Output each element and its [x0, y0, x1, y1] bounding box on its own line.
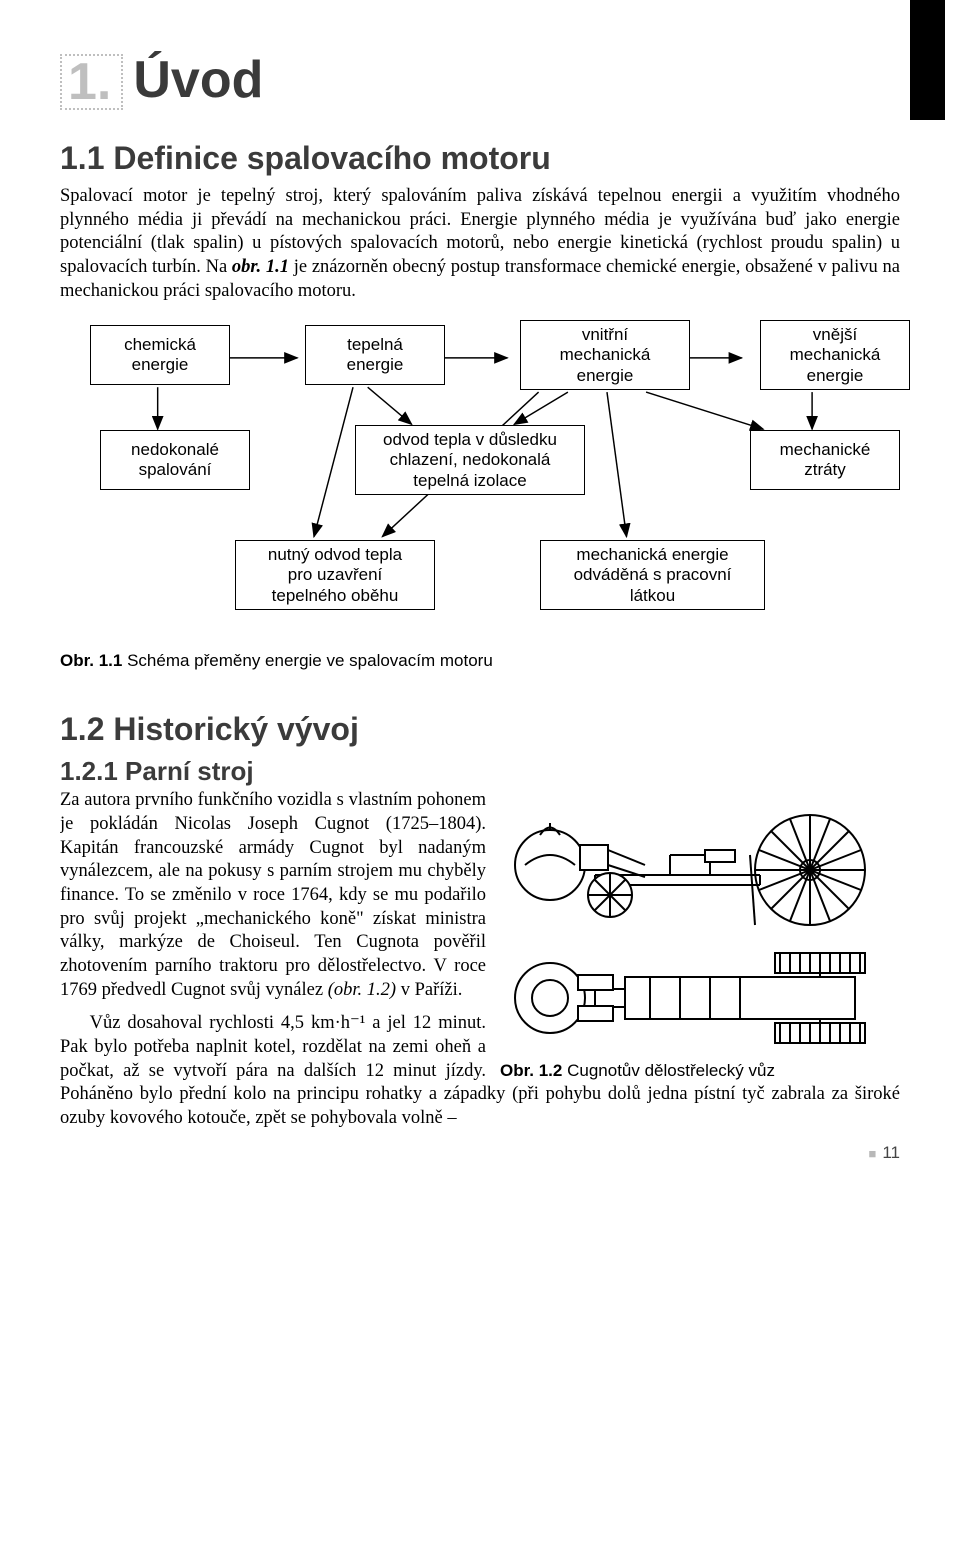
chapter-number: 1.: [60, 54, 123, 110]
energy-diagram: chemickáenergie tepelnáenergie vnitřníme…: [60, 315, 900, 645]
cugnot-vehicle-illustration: [500, 795, 900, 1055]
diagram-box-heat-removal: odvod tepla v důsledkuchlazení, nedokona…: [355, 425, 585, 495]
figure-1-2-caption: Obr. 1.2 Cugnotův dělostřelecký vůz: [500, 1061, 900, 1081]
p1-text-a: Za autora prvního funkčního vozidla s vl…: [60, 790, 486, 999]
diagram-caption: Obr. 1.1 Schéma přeměny energie ve spalo…: [60, 651, 900, 671]
section-1-2-heading: 1.2 Historický vývoj: [60, 711, 900, 748]
diagram-caption-text: Schéma přeměny energie ve spalovacím mot…: [122, 651, 492, 670]
section-1-2-1-heading: 1.2.1 Parní stroj: [60, 756, 900, 787]
diagram-box-work-medium: mechanická energieodváděná s pracovnílát…: [540, 540, 765, 610]
figure-1-2-caption-label: Obr. 1.2: [500, 1061, 562, 1080]
diagram-box-external-mechanical: vnějšímechanickáenergie: [760, 320, 910, 390]
diagram-box-thermal-energy: tepelnáenergie: [305, 325, 445, 385]
section-1-1-paragraph: Spalovací motor je tepelný stroj, který …: [60, 185, 900, 303]
figure-1-2-caption-text: Cugnotův dělostřelecký vůz: [562, 1061, 775, 1080]
diagram-box-chemical-energy: chemickáenergie: [90, 325, 230, 385]
diagram-box-incomplete-combustion: nedokonaléspalování: [100, 430, 250, 490]
figure-ref-1-2: (obr. 1.2): [328, 980, 396, 1000]
diagram-box-mechanical-losses: mechanickéztráty: [750, 430, 900, 490]
section-1-1-heading: 1.1 Definice spalovacího motoru: [60, 140, 900, 177]
section-1-2-1-body: Obr. 1.2 Cugnotův dělostřelecký vůz Za a…: [60, 789, 900, 1140]
p1-text-b: v Paříži.: [396, 980, 462, 1000]
figure-1-2: Obr. 1.2 Cugnotův dělostřelecký vůz: [500, 795, 900, 1081]
figure-ref-1-1: obr. 1.1: [232, 257, 289, 277]
diagram-caption-label: Obr. 1.1: [60, 651, 122, 670]
diagram-box-internal-mechanical: vnitřnímechanickáenergie: [520, 320, 690, 390]
chapter-title: Úvod: [133, 50, 263, 110]
page-number: 11: [868, 1143, 900, 1163]
chapter-header: 1. Úvod: [60, 50, 900, 110]
side-tab: [910, 0, 945, 120]
diagram-box-cycle-heat: nutný odvod teplapro uzavřenítepelného o…: [235, 540, 435, 610]
